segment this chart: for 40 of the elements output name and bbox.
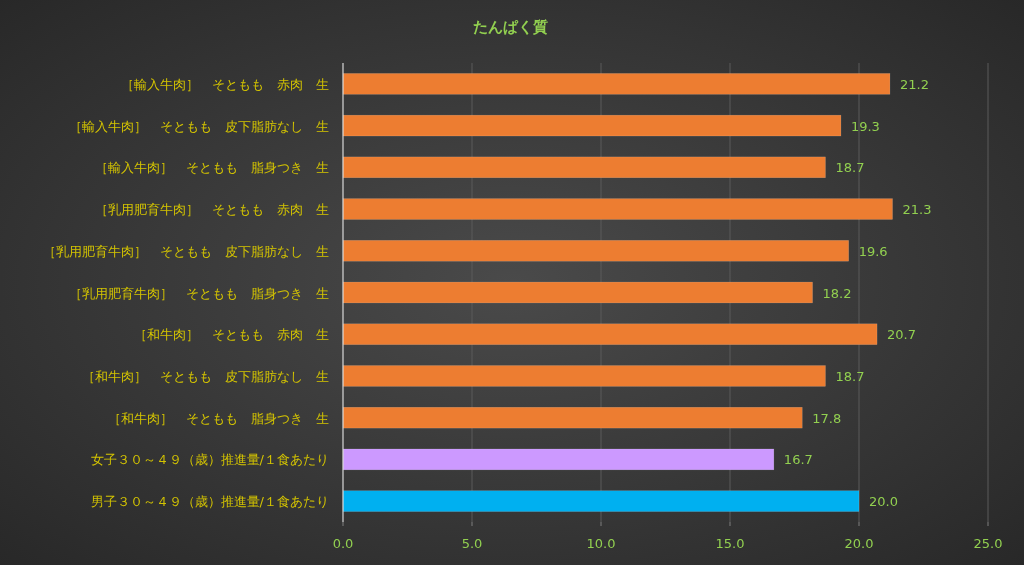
y-tick-label: ［輸入牛肉］ そともも 脂身つき 生 (95, 160, 329, 176)
data-label: 21.3 (902, 202, 932, 218)
x-tick-label: 10.0 (586, 536, 616, 551)
y-tick-label: ［乳用肥育牛肉］ そともも 脂身つき 生 (69, 285, 329, 301)
data-label: 17.8 (812, 410, 842, 426)
y-tick-label: ［輸入牛肉］ そともも 皮下脂肪なし 生 (69, 118, 329, 134)
x-tick-label: 20.0 (844, 536, 874, 551)
y-tick-label: 男子３０～４９（歳）推進量/１食あたり (90, 494, 329, 510)
y-tick-label: ［和牛肉］ そともも 脂身つき 生 (108, 410, 329, 426)
data-label: 18.2 (822, 285, 852, 301)
data-label: 20.0 (869, 494, 898, 510)
chart-title: たんぱく質 (473, 18, 548, 36)
bar (342, 114, 842, 137)
data-label: 19.6 (858, 243, 888, 259)
y-tick-label: ［和牛肉］ そともも 皮下脂肪なし 生 (82, 368, 329, 384)
data-label: 20.7 (887, 327, 917, 343)
data-label: 18.7 (835, 368, 865, 384)
bar (342, 407, 803, 429)
data-label: 19.3 (850, 118, 880, 134)
y-tick-label: ［輸入牛肉］ そともも 赤肉 生 (121, 76, 329, 92)
bar (342, 490, 860, 512)
y-tick-label: 女子３０～４９（歳）推進量/１食あたり (90, 452, 329, 468)
bar (342, 240, 849, 262)
bar (342, 198, 893, 220)
y-tick-label: ［乳用肥育牛肉］ そともも 皮下脂肪なし 生 (43, 243, 329, 259)
x-tick-label: 15.0 (715, 536, 745, 551)
data-label: 18.7 (835, 160, 865, 176)
bar (342, 448, 775, 471)
bar (342, 73, 891, 95)
y-tick-label: ［乳用肥育牛肉］ そともも 赤肉 生 (95, 202, 329, 218)
bar (342, 323, 878, 345)
y-tick-label: ［和牛肉］ そともも 赤肉 生 (134, 327, 329, 343)
x-tick-label: 25.0 (973, 536, 1003, 551)
bar (342, 156, 826, 178)
data-label: 21.2 (899, 76, 929, 92)
bar (342, 365, 826, 387)
data-label: 16.7 (783, 452, 813, 468)
x-tick-label: 0.0 (332, 536, 354, 551)
x-tick-label: 5.0 (461, 536, 483, 551)
bar (342, 281, 813, 304)
